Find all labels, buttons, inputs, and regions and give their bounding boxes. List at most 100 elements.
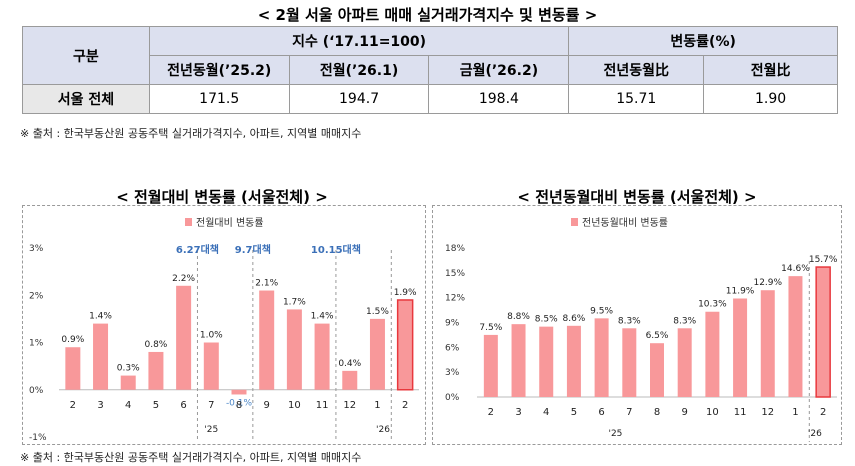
sub-header: 전월(’26.1) [288,55,430,85]
col-group-header: 구분 [22,26,150,85]
bar [314,323,330,390]
sub-header: 전월比 [703,55,838,85]
chart2-svg: 전년동월대비 변동률 0% 3% 6% 9% 12% 15% 18% 7.5% 2 8.8% 3 8.5… [445,217,838,442]
data-label: 8.3% [673,316,696,326]
x-tick-label: 10 [288,400,301,411]
bar [677,328,692,397]
legend-swatch [571,218,578,226]
x-tick-label: 11 [316,400,329,411]
x-tick-label: 12 [761,407,774,418]
footer-source-note: ※ 출처 : 한국부동산원 공동주택 실거래가격지수, 아파트, 지역별 매매지… [20,451,362,464]
row-label: 서울 전체 [22,84,150,114]
x-tick-label: 9 [264,400,270,411]
bar [483,334,498,397]
bar [369,318,385,390]
x-tick-label: 4 [125,400,131,411]
policy-annotation: 6.27대책 [176,243,219,256]
bar [148,351,164,390]
chart1-svg: 전월대비 변동률 -1% 0% 1% 2% 3% 0.9% 2 1.4% 3 0.3% 4 0.8% 5 2… [29,217,419,443]
bar [511,324,526,397]
table-source-note: ※ 출처 : 한국부동산원 공동주택 실거래가격지수, 아파트, 지역별 매매지… [20,127,362,140]
table-title: < 2월 서울 아파트 매매 실거래가격지수 및 변동률 > [257,6,598,24]
bar [594,318,609,397]
x-tick-label: 8 [236,400,242,411]
x-tick-label: 4 [543,407,549,418]
table-cell: 194.7 [288,84,430,114]
x-tick-label: 1 [792,407,798,418]
index-table: 구분 지수 (‘17.11=100) 변동률(%) 전년동월(’25.2) 전월… [22,26,838,114]
x-tick-label: 2 [402,400,408,411]
data-label: 1.9% [394,288,417,298]
bar [93,323,109,390]
chart1-frame: 전월대비 변동률 -1% 0% 1% 2% 3% 0.9% 2 1.4% 3 0.3% 4 0.8% 5 2… [22,205,426,445]
x-tick-label: 2 [820,407,826,418]
x-tick-label: 7 [208,400,214,411]
y-tick-label: 12% [445,294,465,304]
y-tick-label: -1% [29,433,47,443]
table-cell: 1.90 [703,84,838,114]
bar [539,326,554,397]
data-label: 2.2% [172,274,195,284]
year-label: '26 [808,429,822,439]
bar [733,298,748,397]
sub-header: 금월(’26.2) [428,55,570,85]
year-label: '26 [376,425,390,435]
x-tick-label: 6 [598,407,604,418]
bar [231,389,247,395]
data-label: 6.5% [646,331,669,341]
data-label: 2.1% [255,279,278,289]
chart2-title: < 전년동월대비 변동률 (서울전체) > [517,188,757,206]
y-tick-label: 1% [29,339,44,349]
y-tick-label: 18% [445,244,465,254]
y-tick-label: 0% [29,386,44,396]
x-tick-label: 5 [153,400,159,411]
bar [259,290,275,390]
policy-annotation: 9.7대책 [235,243,271,256]
bar [176,285,192,390]
data-label: 12.9% [753,278,782,288]
data-label: 14.6% [781,264,810,274]
x-tick-label: 3 [97,400,103,411]
chart2-frame: 전년동월대비 변동률 0% 3% 6% 9% 12% 15% 18% 7.5% 2 8.8% 3 8.5… [432,205,842,445]
change-header: 변동률(%) [568,26,838,56]
sub-header: 전년동월比 [568,55,705,85]
bar [286,309,302,390]
legend-label: 전월대비 변동률 [196,217,264,229]
data-label: 8.5% [535,315,558,325]
x-tick-label: 1 [374,400,380,411]
data-label: 1.0% [200,331,223,341]
year-label: '25 [608,429,622,439]
bar [396,299,414,391]
bar [65,347,81,390]
bar [342,370,358,390]
x-tick-label: 10 [706,407,719,418]
data-label: 0.9% [61,335,84,345]
y-tick-label: 9% [445,319,460,329]
bar [788,276,803,397]
bar [622,328,637,397]
x-tick-label: 7 [626,407,632,418]
chart1-title: < 전월대비 변동률 (서울전체) > [116,188,328,206]
data-label: 8.6% [562,314,585,324]
x-tick-label: 9 [682,407,688,418]
bar [650,343,664,397]
data-label: 1.4% [89,312,112,322]
x-tick-label: 3 [515,407,521,418]
x-tick-label: 11 [734,407,747,418]
policy-annotation: 10.15대책 [311,243,361,256]
data-label: 15.7% [809,255,838,265]
y-tick-label: 3% [29,244,44,254]
y-tick-label: 15% [445,269,465,279]
legend-swatch [185,218,192,226]
bar [566,325,581,397]
x-tick-label: 2 [488,407,494,418]
table-cell: 15.71 [568,84,705,114]
year-label: '25 [204,425,218,435]
data-label: 9.5% [590,306,613,316]
table-cell: 198.4 [428,84,570,114]
data-label: 10.3% [698,300,727,310]
data-label: 8.3% [618,316,641,326]
data-label: 1.5% [366,307,389,317]
bar [203,342,219,390]
table-cell: 171.5 [148,84,290,114]
